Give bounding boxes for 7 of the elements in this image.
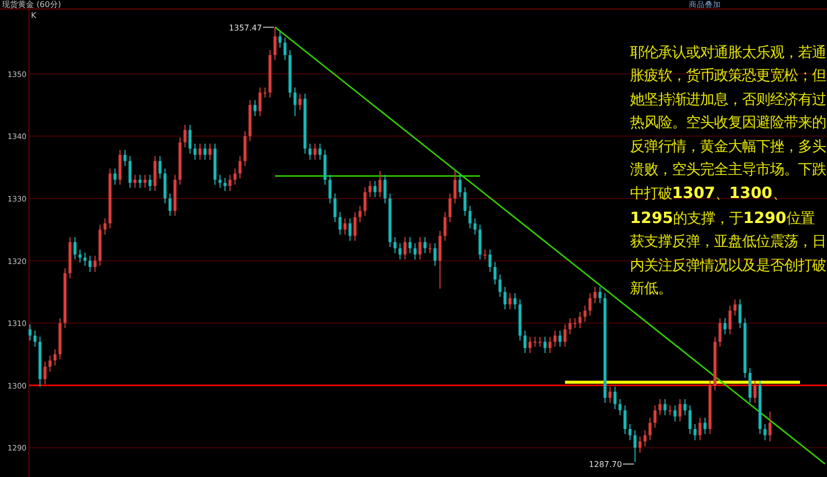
annotation: K: [31, 11, 37, 20]
annotation: 1287.70: [588, 460, 634, 470]
annotation: 1357.47: [228, 23, 274, 32]
annotation: 1287.70: [588, 460, 622, 470]
annotation: 1357.47: [228, 23, 262, 32]
chart-title: 现货黄金 (60分): [2, 0, 61, 9]
text: 耶伦承认或对通胀太乐观，若通胀疲软，货币政策恐更宽松；但她坚持渐进加息，否则经济有过热风险。空头收复因避险带来的反弹行情，黄金大幅下挫，多头溃败，空头完全主导市场。下跌中打破1307、1300、1295的支撑，于1290位置获支撑反弹，亚盘低位震荡，日内关注反弹情况以及是否创打破新低。: [630, 45, 826, 298]
